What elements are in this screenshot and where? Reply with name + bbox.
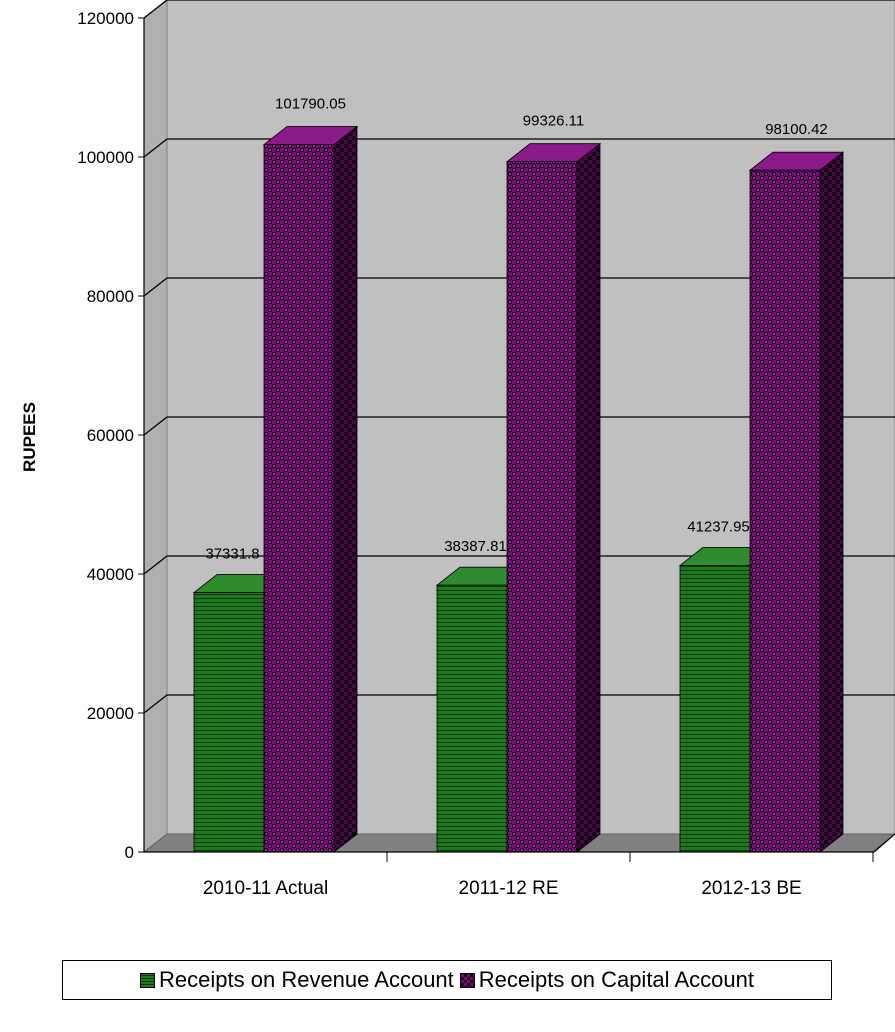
bar-revenue	[193, 592, 265, 853]
y-tick-label: 80000	[87, 287, 134, 306]
x-category-label: 2012-13 BE	[701, 878, 801, 899]
bar-capital-side	[819, 151, 844, 853]
y-tick-label: 20000	[87, 704, 134, 723]
data-label-capital: 99326.11	[523, 113, 584, 130]
y-tick-label: 100000	[77, 148, 134, 167]
bar-capital	[263, 144, 335, 853]
data-label-revenue: 38387.81	[444, 538, 507, 555]
bar-revenue	[679, 564, 751, 853]
legend-item-revenue: Receipts on Revenue Account	[140, 967, 454, 993]
bar-capital	[506, 161, 578, 853]
y-tick-label: 0	[125, 843, 134, 862]
x-axis-line-end	[873, 833, 895, 853]
gridline-side	[143, 416, 168, 436]
gridline-side	[143, 0, 168, 19]
gridline-side	[143, 277, 168, 297]
legend-label-revenue: Receipts on Revenue Account	[159, 967, 454, 992]
y-tick-label: 60000	[87, 426, 134, 445]
y-tick-label: 120000	[77, 9, 134, 28]
gridline-side	[143, 555, 168, 575]
bar-capital	[749, 169, 821, 853]
legend-label-capital: Receipts on Capital Account	[478, 967, 754, 992]
gridline-side	[143, 138, 168, 158]
x-category-label: 2010-11 Actual	[203, 878, 328, 899]
bar-capital-side	[576, 142, 601, 853]
legend-swatch-revenue	[140, 972, 156, 988]
legend-swatch-capital	[459, 972, 475, 988]
legend-item-capital: Receipts on Capital Account	[459, 967, 754, 993]
y-axis-title: RUPEES	[20, 402, 39, 472]
data-label-revenue: 37331.8	[205, 546, 259, 563]
y-tick-label: 40000	[87, 565, 134, 584]
data-label-capital: 101790.05	[275, 96, 346, 113]
bar-revenue	[436, 584, 508, 853]
x-category-label: 2011-12 RE	[459, 878, 559, 899]
gridline-side	[143, 694, 168, 714]
bar-capital-side	[333, 125, 358, 853]
bar-chart: 0 20000 40000 60000 80000 100000 120000 2010-11…	[20, 0, 895, 899]
data-label-capital: 98100.42	[765, 121, 828, 138]
data-label-revenue: 41237.95	[687, 518, 750, 535]
legend: Receipts on Revenue Account Receipts on …	[62, 960, 832, 1000]
